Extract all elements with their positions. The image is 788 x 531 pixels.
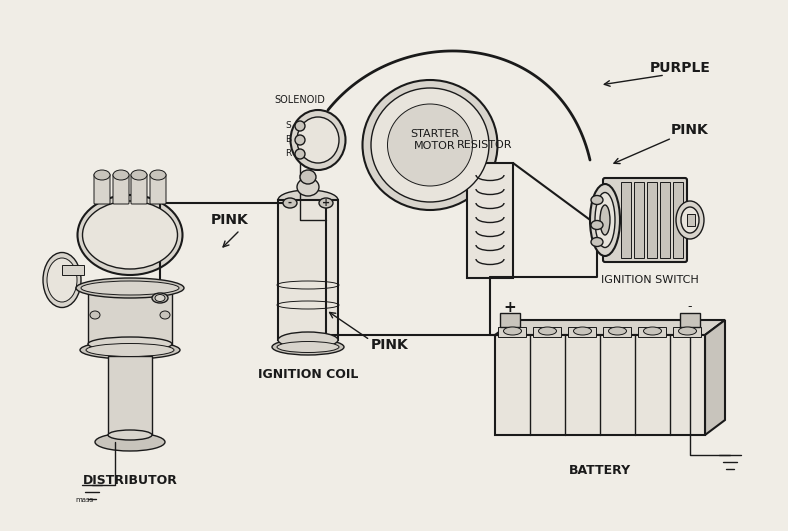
Bar <box>634 182 644 258</box>
Ellipse shape <box>504 327 522 335</box>
Ellipse shape <box>47 258 77 302</box>
Ellipse shape <box>319 198 333 208</box>
Text: -: - <box>688 301 692 313</box>
Ellipse shape <box>371 88 489 202</box>
Ellipse shape <box>94 170 110 180</box>
Ellipse shape <box>608 327 626 335</box>
Ellipse shape <box>77 195 183 275</box>
FancyBboxPatch shape <box>113 174 129 204</box>
Text: IGNITION SWITCH: IGNITION SWITCH <box>601 275 699 285</box>
Text: PINK: PINK <box>671 123 709 137</box>
Ellipse shape <box>644 327 661 335</box>
Bar <box>88 290 172 345</box>
Bar <box>687 214 695 226</box>
Polygon shape <box>495 320 725 335</box>
Text: SOLENOID: SOLENOID <box>274 95 325 105</box>
Ellipse shape <box>295 149 305 159</box>
Ellipse shape <box>131 170 147 180</box>
FancyBboxPatch shape <box>94 174 110 204</box>
Bar <box>568 327 597 337</box>
Ellipse shape <box>591 195 603 204</box>
Bar <box>533 327 562 337</box>
Polygon shape <box>705 320 725 435</box>
Text: PINK: PINK <box>371 338 409 352</box>
Bar <box>660 182 670 258</box>
Text: R: R <box>285 150 291 158</box>
Ellipse shape <box>297 117 339 163</box>
Ellipse shape <box>538 327 556 335</box>
Ellipse shape <box>600 205 610 235</box>
Ellipse shape <box>362 80 497 210</box>
Ellipse shape <box>291 110 345 170</box>
Text: RESISTOR: RESISTOR <box>457 140 513 150</box>
Ellipse shape <box>283 198 297 208</box>
Bar <box>638 327 667 337</box>
Ellipse shape <box>95 433 165 451</box>
Text: BATTERY: BATTERY <box>569 464 631 476</box>
Ellipse shape <box>113 170 129 180</box>
Ellipse shape <box>295 135 305 145</box>
Ellipse shape <box>277 341 339 353</box>
Bar <box>108 356 152 436</box>
Bar <box>674 327 701 337</box>
Text: STARTER
MOTOR: STARTER MOTOR <box>411 129 459 151</box>
Text: DISTRIBUTOR: DISTRIBUTOR <box>83 474 177 486</box>
Ellipse shape <box>595 193 615 247</box>
Ellipse shape <box>272 339 344 355</box>
Bar <box>621 182 631 258</box>
Bar <box>495 335 705 435</box>
Ellipse shape <box>300 170 316 184</box>
Ellipse shape <box>676 201 704 239</box>
Text: +: + <box>504 299 516 314</box>
Ellipse shape <box>678 327 697 335</box>
Bar <box>467 163 513 278</box>
FancyBboxPatch shape <box>603 178 687 262</box>
Ellipse shape <box>80 341 180 359</box>
Text: mass: mass <box>76 497 94 503</box>
Ellipse shape <box>295 121 305 131</box>
Ellipse shape <box>88 337 172 351</box>
Ellipse shape <box>278 332 338 348</box>
Text: B: B <box>285 135 291 144</box>
Ellipse shape <box>43 253 81 307</box>
Ellipse shape <box>83 201 177 269</box>
Ellipse shape <box>591 237 603 246</box>
Bar <box>500 313 520 327</box>
Ellipse shape <box>278 190 338 210</box>
Ellipse shape <box>90 311 100 319</box>
Bar <box>680 313 700 327</box>
Ellipse shape <box>76 278 184 298</box>
Bar <box>499 327 526 337</box>
Ellipse shape <box>297 178 319 196</box>
Bar <box>62 265 84 275</box>
Text: PINK: PINK <box>211 213 249 227</box>
FancyBboxPatch shape <box>131 174 147 204</box>
Ellipse shape <box>108 430 152 440</box>
Text: +: + <box>322 198 330 208</box>
Ellipse shape <box>388 104 473 186</box>
Bar <box>278 200 338 340</box>
Ellipse shape <box>81 281 179 295</box>
Ellipse shape <box>150 170 166 180</box>
Text: PURPLE: PURPLE <box>649 61 711 75</box>
Ellipse shape <box>160 311 170 319</box>
Ellipse shape <box>86 344 174 356</box>
Text: -: - <box>288 198 292 208</box>
Ellipse shape <box>574 327 592 335</box>
FancyBboxPatch shape <box>150 174 166 204</box>
Ellipse shape <box>152 293 168 303</box>
Ellipse shape <box>590 184 620 256</box>
Ellipse shape <box>591 220 603 229</box>
Text: S: S <box>285 122 291 131</box>
Ellipse shape <box>681 207 699 233</box>
Text: IGNITION COIL: IGNITION COIL <box>258 369 359 381</box>
Bar <box>647 182 657 258</box>
Bar <box>673 182 683 258</box>
Bar <box>604 327 631 337</box>
Ellipse shape <box>155 295 165 302</box>
